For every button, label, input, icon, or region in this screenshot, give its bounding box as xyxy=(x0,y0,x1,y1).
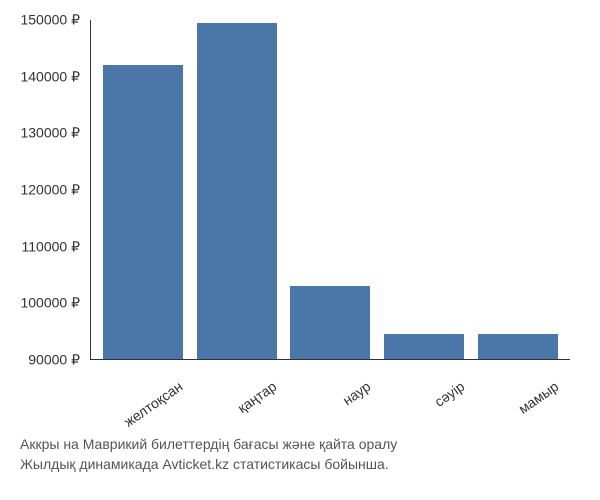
caption-line-1: Аккры на Маврикий билеттердің бағасы жән… xyxy=(20,435,590,455)
y-tick: 140000 ₽ xyxy=(20,68,80,85)
y-tick: 110000 ₽ xyxy=(22,238,80,255)
bar xyxy=(103,65,183,359)
x-axis-labels: желтоқсан қаңтар наур сәуір мамыр xyxy=(90,360,570,430)
bar xyxy=(384,334,464,359)
bar xyxy=(478,334,558,359)
y-tick: 120000 ₽ xyxy=(20,182,80,199)
bar xyxy=(197,23,277,359)
y-axis: 150000 ₽ 140000 ₽ 130000 ₽ 120000 ₽ 1100… xyxy=(10,20,85,360)
bars-group xyxy=(91,20,570,359)
chart-container: 150000 ₽ 140000 ₽ 130000 ₽ 120000 ₽ 1100… xyxy=(0,0,600,500)
y-tick: 150000 ₽ xyxy=(20,12,80,29)
plot-area xyxy=(90,20,570,360)
bar xyxy=(290,286,370,359)
chart-caption: Аккры на Маврикий билеттердің бағасы жән… xyxy=(20,435,590,474)
chart-area: 150000 ₽ 140000 ₽ 130000 ₽ 120000 ₽ 1100… xyxy=(90,20,570,360)
y-tick: 90000 ₽ xyxy=(28,352,80,369)
y-tick: 100000 ₽ xyxy=(20,295,80,312)
y-tick: 130000 ₽ xyxy=(20,125,80,142)
caption-line-2: Жылдық динамикада Avticket.kz статистика… xyxy=(20,455,590,475)
